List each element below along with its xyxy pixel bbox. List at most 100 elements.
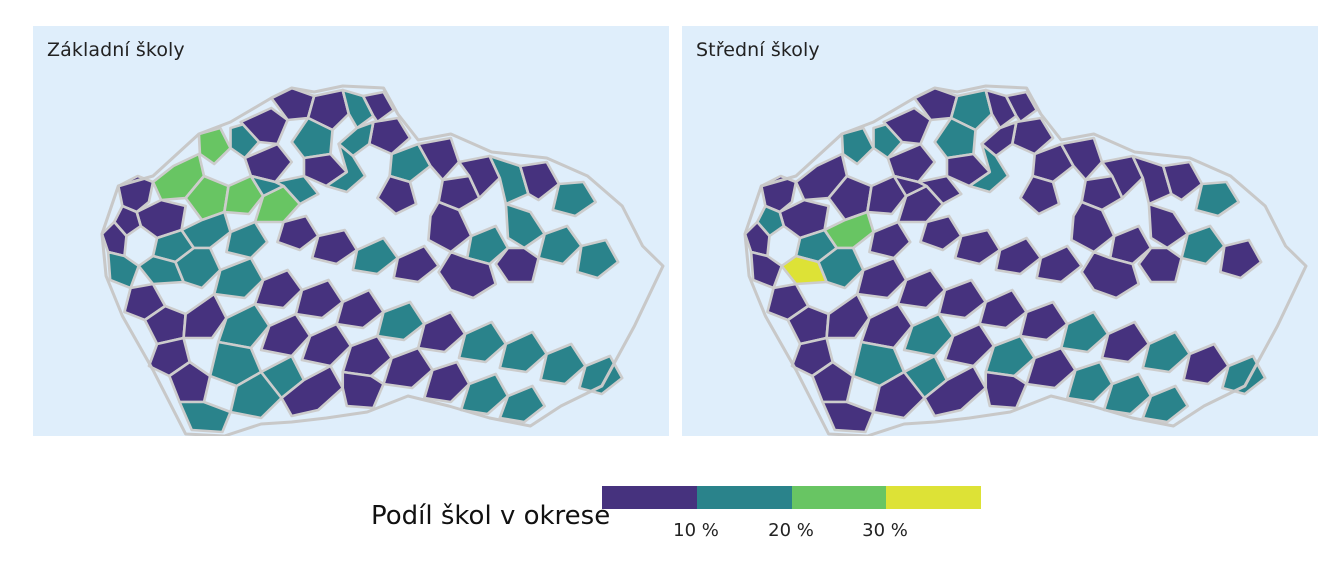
district-op: [1194, 180, 1241, 218]
district-uh: [1141, 384, 1190, 424]
district-hb: [896, 268, 947, 310]
district-bk: [376, 300, 426, 342]
district-ph: [341, 370, 385, 410]
district-kh: [919, 214, 963, 252]
district-bo: [382, 346, 434, 390]
district-ka: [537, 224, 583, 266]
district-jn: [361, 90, 396, 124]
district-nj: [1137, 246, 1183, 284]
district-ck: [872, 370, 926, 420]
district-hk: [376, 174, 418, 216]
district-st: [182, 292, 228, 340]
district-su: [488, 154, 530, 206]
district-jh: [902, 312, 955, 358]
district-jn: [1004, 90, 1039, 124]
district-bru: [1108, 224, 1153, 266]
district-ov: [504, 202, 547, 250]
district-pre: [457, 320, 508, 364]
legend: Podíl škol v okrese 10 % 20 % 30 %: [0, 470, 1344, 560]
legend-color-bar: [602, 486, 981, 509]
legend-tick-label: 30 %: [862, 520, 908, 541]
district-uo: [392, 244, 440, 284]
district-layer: [100, 84, 665, 436]
district-ji: [984, 334, 1037, 378]
district-cl: [306, 88, 351, 132]
country-outline: [100, 84, 665, 436]
district-cr: [994, 236, 1043, 276]
district-pi: [178, 400, 232, 434]
district-zr: [937, 278, 988, 320]
district-pa2: [1080, 250, 1141, 300]
district-km: [498, 330, 549, 374]
district-jc: [337, 120, 375, 158]
district-pro: [1059, 310, 1110, 354]
district-pv: [180, 210, 232, 250]
district-pv: [823, 210, 875, 250]
district-ko: [225, 220, 269, 260]
district-cb: [216, 302, 271, 350]
district-lt: [886, 142, 937, 184]
district-rk: [1080, 174, 1124, 212]
district-ho: [1102, 372, 1153, 416]
district-ko: [868, 220, 912, 260]
district-cv: [197, 126, 232, 166]
district-na: [1059, 136, 1104, 182]
district-lt: [243, 142, 294, 184]
legend-swatch: [791, 486, 887, 509]
district-pa2: [437, 250, 498, 300]
district-hk: [1019, 174, 1061, 216]
district-pe: [212, 256, 265, 300]
district-cv: [840, 126, 875, 166]
district-uo: [1035, 244, 1083, 284]
district-pe: [855, 256, 908, 300]
map-panel-zakladni: Základní školy: [33, 26, 669, 436]
district-bru: [465, 224, 510, 266]
district-ta: [223, 174, 265, 216]
district-zl: [1182, 342, 1230, 386]
district-ta: [866, 174, 908, 216]
district-pro: [416, 310, 467, 354]
district-ph: [984, 370, 1028, 410]
district-tu: [388, 142, 432, 184]
district-nb: [968, 142, 1010, 194]
district-ka: [1180, 224, 1226, 266]
district-cb: [859, 302, 914, 350]
district-tu: [1031, 142, 1075, 184]
district-rk: [437, 174, 481, 212]
district-kh: [276, 214, 320, 252]
legend-tick-label: 10 %: [673, 520, 719, 541]
district-jh: [259, 312, 312, 358]
legend-swatch: [602, 486, 697, 509]
district-su: [1131, 154, 1173, 206]
panel-title: Střední školy: [696, 39, 820, 61]
district-pj: [106, 250, 141, 290]
choropleth-map: [100, 84, 665, 436]
legend-title: Podíl škol v okrese: [371, 501, 611, 531]
district-pa: [310, 228, 359, 266]
district-bv: [1065, 360, 1114, 404]
district-fm: [575, 238, 620, 280]
district-bo: [1025, 346, 1077, 390]
district-li: [984, 88, 1018, 130]
district-kl: [917, 174, 963, 206]
map-panel-stredni: Střední školy: [682, 26, 1318, 436]
district-je: [518, 160, 561, 202]
district-ol: [427, 200, 473, 254]
district-ji: [341, 334, 394, 378]
district-kl: [274, 174, 320, 206]
district-uh: [498, 384, 547, 424]
district-li: [341, 88, 375, 130]
district-bv: [422, 360, 471, 404]
district-ho: [459, 372, 510, 416]
district-jc: [980, 120, 1018, 158]
district-nj: [494, 246, 540, 284]
district-cr: [351, 236, 400, 276]
district-st: [825, 292, 871, 340]
legend-swatch: [696, 486, 792, 509]
district-sv: [978, 288, 1028, 330]
district-layer: [743, 84, 1308, 436]
choropleth-map: [743, 84, 1308, 436]
district-hb: [253, 268, 304, 310]
district-cl: [949, 88, 994, 132]
district-br: [1100, 154, 1145, 200]
